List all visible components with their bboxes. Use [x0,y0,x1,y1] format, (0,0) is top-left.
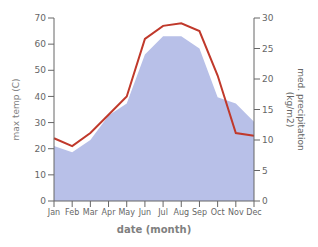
svg-text:Mar: Mar [83,208,99,217]
svg-text:med. precipitation(kg/m2): med. precipitation(kg/m2) [285,68,306,150]
svg-text:Aug: Aug [173,208,189,217]
svg-text:20: 20 [262,74,274,84]
svg-text:15: 15 [262,105,273,115]
svg-text:May: May [118,208,135,217]
svg-text:max temp (C): max temp (C) [11,78,21,140]
svg-text:Jul: Jul [157,208,168,217]
svg-text:25: 25 [262,44,273,54]
svg-text:Jan: Jan [47,208,60,217]
svg-text:0: 0 [40,196,46,206]
svg-text:Oct: Oct [211,208,225,217]
svg-text:70: 70 [35,13,47,23]
svg-text:Apr: Apr [102,208,117,217]
svg-text:40: 40 [35,92,47,102]
svg-text:30: 30 [262,13,274,23]
svg-text:50: 50 [35,65,47,75]
svg-text:60: 60 [35,39,47,49]
svg-text:20: 20 [35,144,47,154]
svg-text:30: 30 [35,118,47,128]
svg-text:Sep: Sep [192,208,207,217]
svg-text:Jun: Jun [138,208,152,217]
svg-text:Dec: Dec [246,208,261,217]
svg-text:0: 0 [262,196,268,206]
svg-text:10: 10 [262,135,274,145]
svg-text:10: 10 [35,170,47,180]
svg-text:date (month): date (month) [117,224,191,235]
svg-text:Feb: Feb [65,208,79,217]
svg-text:5: 5 [262,166,268,176]
svg-text:Nov: Nov [228,208,244,217]
